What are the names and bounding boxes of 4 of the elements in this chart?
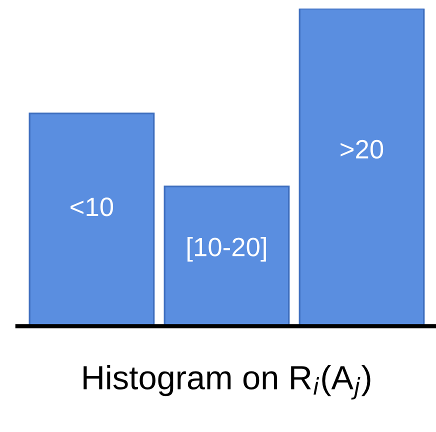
x-axis-title: Histogram on R$_{i}$(A$_{j}$) xyxy=(84,365,370,400)
x-tick-label: [10-20] xyxy=(188,237,266,262)
x-tick-label: <10 xyxy=(70,198,114,216)
x-tick-label: >20 xyxy=(340,140,384,159)
